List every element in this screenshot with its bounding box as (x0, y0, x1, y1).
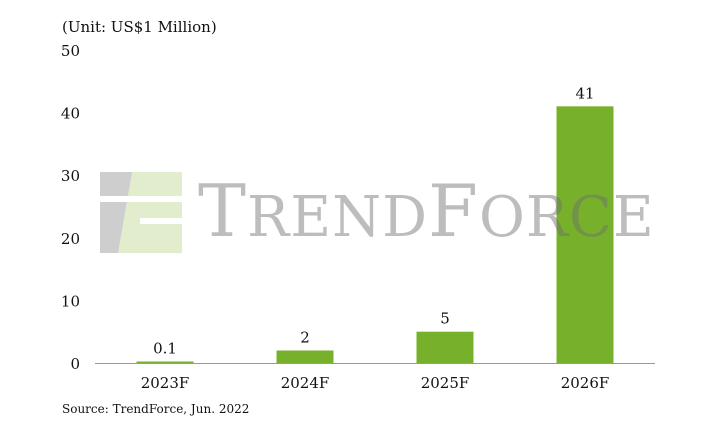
bar-2026F (556, 106, 614, 363)
y-tick-label: 40 (61, 105, 80, 123)
source-label: Source: TrendForce, Jun. 2022 (62, 402, 250, 416)
bar-2023F (136, 361, 194, 363)
data-label: 2 (300, 328, 310, 346)
x-tick-label: 2023F (141, 374, 190, 392)
trendforce-logo-icon (100, 172, 182, 253)
y-tick-label: 50 (61, 42, 80, 60)
y-tick-label: 20 (61, 230, 80, 248)
data-label: 41 (575, 84, 594, 102)
bar-2024F (276, 350, 334, 363)
x-axis: 2023F 2024F 2025F 2026F (141, 374, 610, 392)
bars-group: 0.1 2 5 41 (136, 84, 614, 363)
y-tick-label: 0 (70, 355, 80, 373)
y-axis: 0 10 20 30 40 50 (61, 42, 80, 373)
bar-2025F (416, 331, 474, 363)
data-label: 5 (440, 310, 450, 328)
y-tick-label: 30 (61, 167, 80, 185)
x-tick-label: 2025F (421, 374, 470, 392)
watermark-text: TRENDFORCE (198, 169, 655, 253)
x-tick-label: 2024F (281, 374, 330, 392)
unit-label: (Unit: US$1 Million) (62, 18, 217, 36)
x-tick-label: 2026F (561, 374, 610, 392)
y-tick-label: 10 (61, 292, 80, 310)
data-label: 0.1 (153, 340, 177, 358)
